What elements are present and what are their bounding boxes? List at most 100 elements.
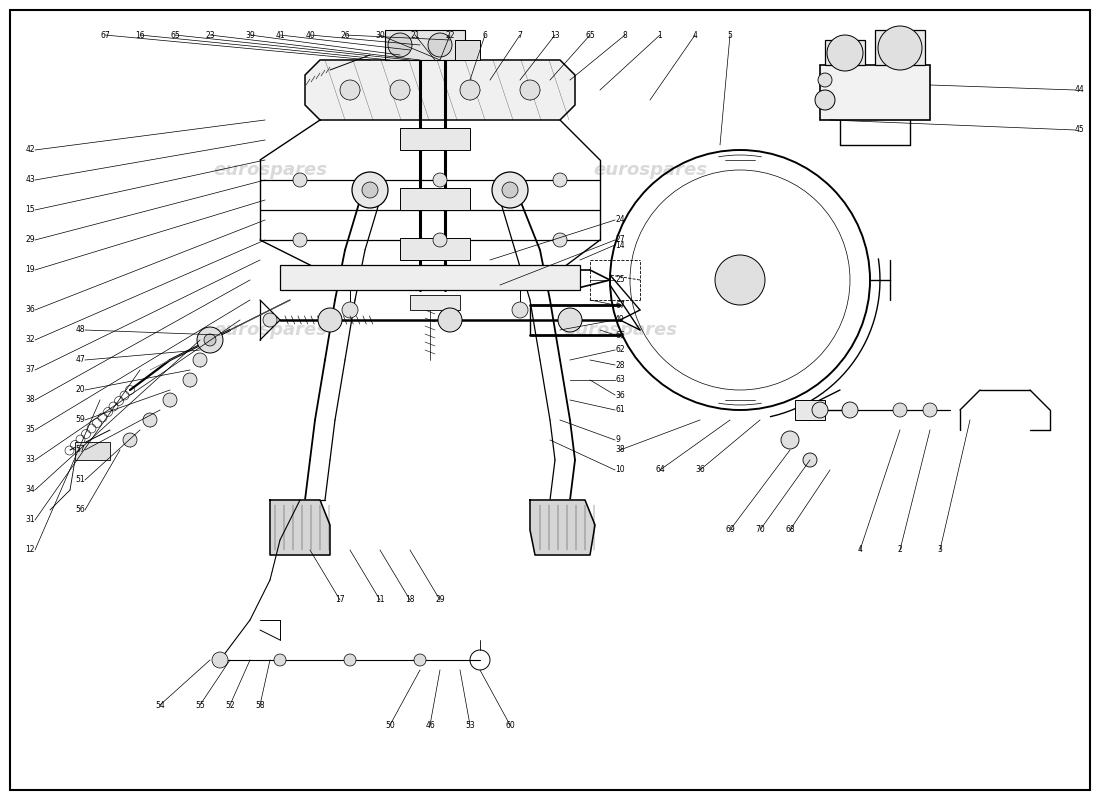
Circle shape [414, 654, 426, 666]
Polygon shape [270, 500, 330, 555]
Text: 9: 9 [615, 435, 620, 445]
Text: 33: 33 [25, 455, 35, 465]
Bar [825, 40, 865, 65]
Circle shape [502, 182, 518, 198]
Circle shape [558, 308, 582, 332]
Bar [455, 40, 480, 60]
Text: 4: 4 [693, 30, 697, 39]
Circle shape [352, 172, 388, 208]
Text: 51: 51 [76, 475, 85, 485]
Circle shape [923, 403, 937, 417]
Circle shape [344, 654, 356, 666]
Text: 11: 11 [375, 595, 385, 605]
Text: 61: 61 [615, 406, 625, 414]
Circle shape [274, 654, 286, 666]
Text: eurospares: eurospares [213, 161, 327, 179]
Text: 8: 8 [623, 30, 627, 39]
Circle shape [192, 353, 207, 367]
Text: 13: 13 [550, 30, 560, 39]
Circle shape [433, 173, 447, 187]
Text: 43: 43 [25, 175, 35, 185]
Circle shape [212, 652, 228, 668]
Text: 40: 40 [305, 30, 315, 39]
Circle shape [163, 393, 177, 407]
Circle shape [293, 173, 307, 187]
Bar [820, 65, 930, 120]
Text: 7: 7 [518, 30, 522, 39]
Text: 10: 10 [615, 466, 625, 474]
Text: 67: 67 [100, 30, 110, 39]
Bar [410, 295, 460, 310]
Text: 18: 18 [405, 595, 415, 605]
Text: 20: 20 [76, 386, 85, 394]
Text: 64: 64 [656, 466, 664, 474]
Text: 4: 4 [858, 546, 862, 554]
Text: eurospares: eurospares [563, 321, 676, 339]
Circle shape [388, 33, 412, 57]
Text: 30: 30 [375, 30, 385, 39]
Text: 12: 12 [25, 546, 35, 554]
Text: 38: 38 [25, 395, 35, 405]
Text: 54: 54 [155, 701, 165, 710]
Text: 44: 44 [1075, 86, 1085, 94]
Circle shape [460, 80, 480, 100]
Text: 41: 41 [275, 30, 285, 39]
Text: 34: 34 [25, 486, 35, 494]
Circle shape [204, 334, 216, 346]
Text: 31: 31 [25, 515, 35, 525]
Circle shape [553, 233, 566, 247]
Text: 53: 53 [465, 721, 475, 730]
Text: 70: 70 [755, 526, 764, 534]
Circle shape [520, 80, 540, 100]
Text: 21: 21 [410, 30, 420, 39]
Polygon shape [305, 60, 575, 120]
Text: 22: 22 [446, 30, 454, 39]
Circle shape [318, 308, 342, 332]
Text: eurospares: eurospares [593, 161, 707, 179]
Bar [874, 30, 925, 65]
Circle shape [803, 453, 817, 467]
Bar [400, 188, 470, 210]
Text: 25: 25 [615, 275, 625, 285]
Text: 3: 3 [937, 546, 943, 554]
Text: 35: 35 [25, 426, 35, 434]
Circle shape [878, 26, 922, 70]
Text: eurospares: eurospares [213, 321, 327, 339]
Circle shape [143, 413, 157, 427]
Text: 45: 45 [1075, 126, 1085, 134]
Text: 46: 46 [425, 721, 435, 730]
Text: 15: 15 [25, 206, 35, 214]
Text: 32: 32 [25, 335, 35, 345]
Text: 37: 37 [25, 366, 35, 374]
Text: 17: 17 [336, 595, 344, 605]
Circle shape [428, 33, 452, 57]
Circle shape [512, 302, 528, 318]
Text: 23: 23 [206, 30, 214, 39]
Text: 67: 67 [615, 301, 625, 310]
Text: 65: 65 [585, 30, 595, 39]
Circle shape [197, 327, 223, 353]
Circle shape [553, 173, 566, 187]
Text: 49: 49 [615, 315, 625, 325]
Circle shape [342, 302, 358, 318]
Bar [75, 442, 110, 460]
Text: 56: 56 [75, 506, 85, 514]
Text: 28: 28 [615, 361, 625, 370]
Text: 42: 42 [25, 146, 35, 154]
Text: 6: 6 [483, 30, 487, 39]
Text: 2: 2 [898, 546, 902, 554]
Text: 48: 48 [76, 326, 85, 334]
Text: 65: 65 [170, 30, 180, 39]
Text: 39: 39 [245, 30, 255, 39]
Text: 1: 1 [658, 30, 662, 39]
Text: 29: 29 [436, 595, 444, 605]
Circle shape [263, 313, 277, 327]
Text: 59: 59 [75, 415, 85, 425]
Circle shape [492, 172, 528, 208]
Circle shape [183, 373, 197, 387]
Text: 55: 55 [195, 701, 205, 710]
Circle shape [715, 255, 764, 305]
Circle shape [362, 182, 378, 198]
Circle shape [842, 402, 858, 418]
Text: 36: 36 [615, 390, 625, 399]
